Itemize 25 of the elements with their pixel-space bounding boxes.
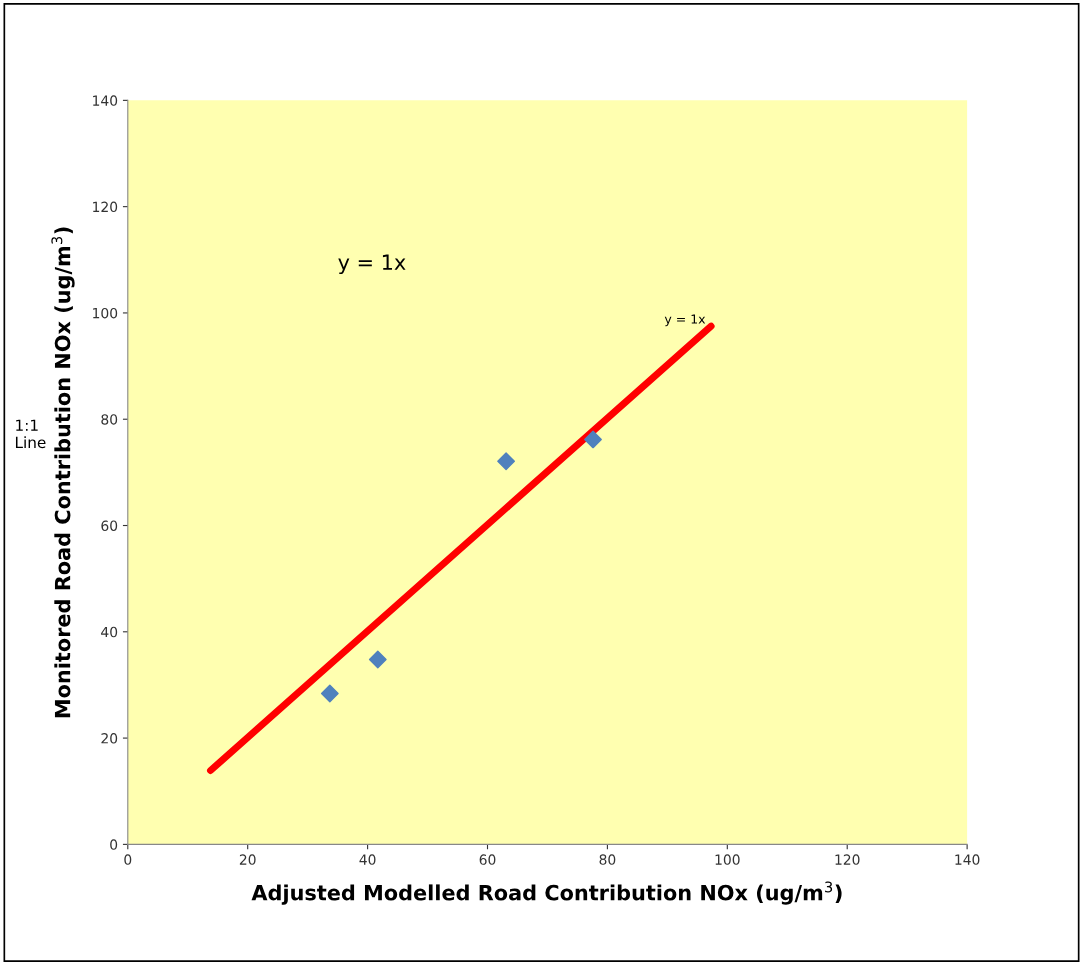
x-tick-label: 20 (239, 854, 256, 865)
x-tick-label: 0 (124, 854, 132, 865)
y-tick-label: 140 (93, 95, 118, 106)
text: 1:1 Line (15, 419, 46, 449)
annotation: y = 1x (338, 254, 406, 275)
x-tick-label: 120 (835, 854, 860, 865)
y-tick-label: 0 (110, 839, 118, 850)
x-tick-label: 80 (599, 854, 616, 865)
point (368, 650, 387, 669)
y-tick-label: 20 (101, 733, 118, 744)
point (320, 684, 339, 703)
y-tick-label: 40 (101, 626, 118, 638)
point (584, 430, 602, 449)
y-tick-label: 80 (101, 414, 118, 425)
x-axis-title: Adjusted Modelled Road Contribution NOx (ug/m$^{3}$) (251, 881, 842, 905)
y-tick-label: 60 (101, 520, 118, 531)
x-tick-label: 60 (479, 854, 496, 865)
y-tick-label: 100 (93, 307, 118, 319)
x-tick-label: 40 (359, 854, 376, 865)
y-axis-title: Monitored Road Contribution NOx (ug/m$^{3}$) (51, 227, 75, 718)
annotation: y = 1x (664, 314, 706, 327)
y-tick-label: 120 (93, 201, 118, 213)
x-tick-label: 100 (715, 854, 740, 865)
point (497, 452, 516, 471)
x-tick-label: 140 (955, 854, 980, 865)
